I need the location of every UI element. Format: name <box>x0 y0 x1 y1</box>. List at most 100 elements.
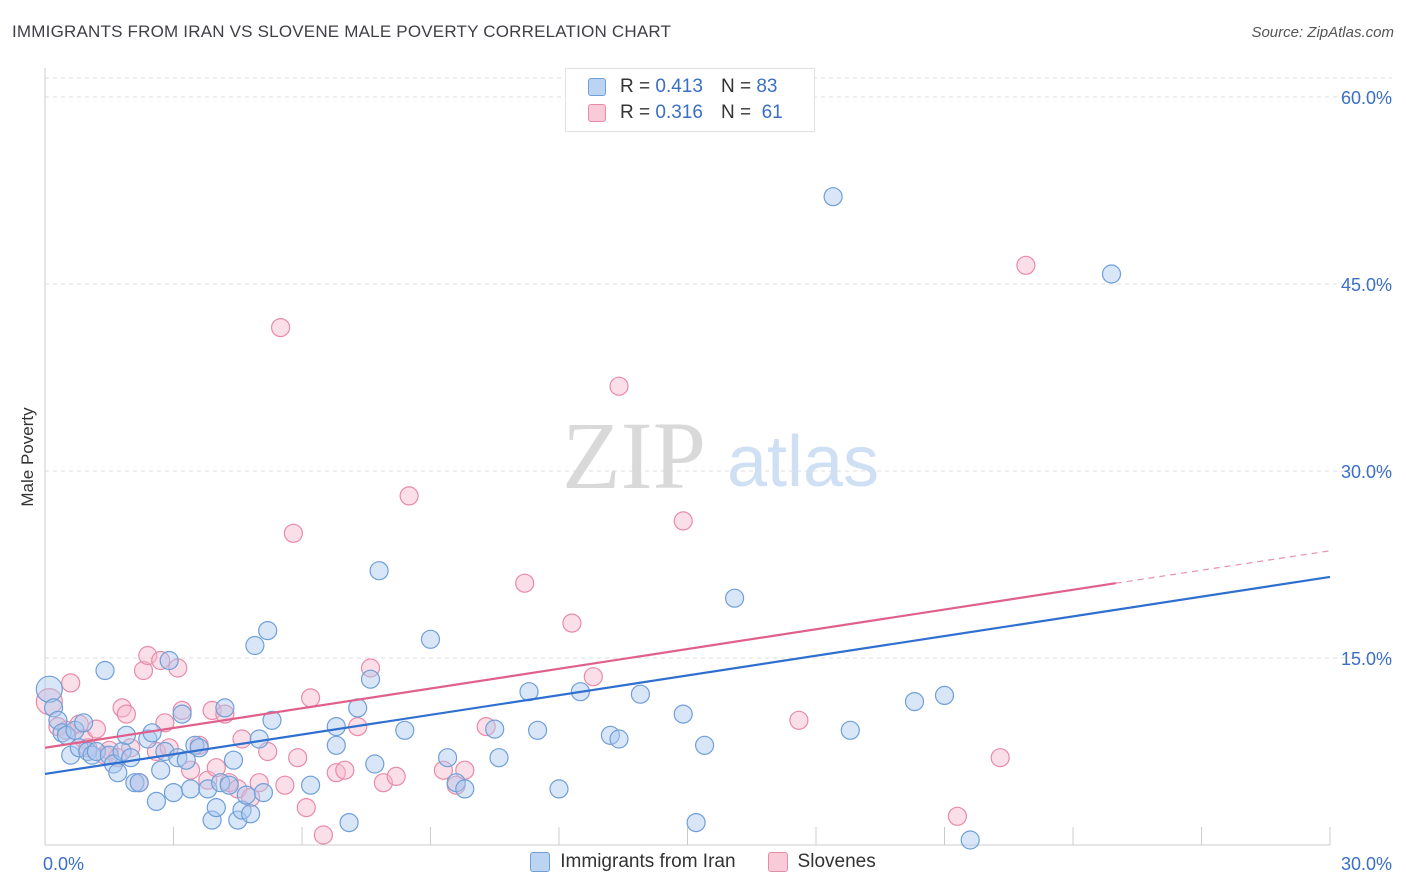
iran-point <box>438 748 458 768</box>
stats-row-slovene: R = 0.316 N = 61 <box>588 101 783 125</box>
iran-point <box>219 775 239 795</box>
slovene-point <box>301 688 321 708</box>
iran-point <box>43 698 64 718</box>
iran-point <box>129 773 149 793</box>
slovene-point <box>283 523 303 543</box>
slovene-r-label: R = <box>620 102 651 123</box>
source-credit: Source: ZipAtlas.com <box>1251 24 1394 41</box>
iran-point <box>686 812 706 833</box>
legend-slovene-swatch <box>767 852 788 872</box>
slovene-point <box>360 658 381 678</box>
iran-point <box>823 187 843 207</box>
slovene-n-value: 61 <box>761 102 783 123</box>
slovene-point <box>206 758 226 778</box>
y-tick-label: 15.0% <box>1341 649 1392 669</box>
iran-point <box>215 698 235 718</box>
iran-point <box>249 729 269 749</box>
iran-point <box>125 773 145 793</box>
iran-point <box>527 720 548 740</box>
iran-point <box>840 720 860 740</box>
legend-iran-label: Immigrants from Iran <box>560 851 736 872</box>
iran-point <box>151 760 171 780</box>
iran-point <box>262 710 282 730</box>
iran-point <box>724 588 745 608</box>
iran-n-label: N = <box>720 76 752 97</box>
iran-point <box>189 738 209 758</box>
legend-slovene-label: Slovenes <box>797 851 876 872</box>
iran-point <box>489 748 509 768</box>
iran-point <box>369 561 389 581</box>
x-tick-label-min: 0.0% <box>43 854 84 874</box>
iran-point <box>339 812 359 833</box>
slovene-point <box>288 748 308 768</box>
iran-point <box>301 775 321 795</box>
slovene-trend-line <box>44 582 1117 749</box>
iran-trend-line <box>44 575 1331 776</box>
iran-point <box>904 691 925 712</box>
slovene-point <box>181 760 201 780</box>
y-tick-label: 30.0% <box>1341 462 1392 482</box>
iran-point <box>121 748 141 768</box>
series-legend: Immigrants from Iran Slovenes <box>0 851 1406 873</box>
iran-point <box>236 785 256 805</box>
slovene-point <box>947 806 968 826</box>
legend-item-slovene: Slovenes <box>767 851 876 873</box>
slovene-point <box>673 511 693 531</box>
legend-iran-swatch <box>530 852 551 872</box>
iran-point <box>159 650 179 671</box>
iran-point <box>258 620 278 641</box>
slovene-point <box>275 775 295 795</box>
iran-point <box>420 629 441 649</box>
y-tick-label: 45.0% <box>1341 275 1392 295</box>
slovene-point <box>271 318 291 338</box>
iran-swatch <box>588 78 606 96</box>
watermark-zip: ZIP <box>562 402 706 509</box>
slovene-point <box>155 713 175 733</box>
iran-point <box>365 754 385 774</box>
y-tick-label: 60.0% <box>1341 88 1392 108</box>
iran-point <box>395 720 415 740</box>
axes <box>44 68 1331 846</box>
iran-point <box>206 797 226 818</box>
slovene-point <box>433 760 453 780</box>
iran-point <box>609 729 629 749</box>
iran-point <box>223 750 244 770</box>
iran-point <box>95 660 115 681</box>
iran-point <box>202 810 222 830</box>
trend-lines <box>44 550 1331 776</box>
stats-legend: R = 0.413 N = 83 R = 0.316 N = 61 <box>565 68 815 132</box>
iran-point <box>934 685 955 706</box>
iran-point <box>163 782 184 803</box>
slovene-point <box>313 825 333 845</box>
slovene-point <box>335 760 355 780</box>
tick-labels: 15.0% 30.0% 45.0% 60.0% 0.0% 30.0% <box>43 88 1392 874</box>
slovene-point <box>515 573 535 593</box>
iran-point <box>549 779 569 799</box>
iran-point <box>108 763 128 783</box>
iran-point <box>694 735 715 755</box>
iran-n-value: 83 <box>756 76 778 97</box>
slovene-point <box>116 704 137 724</box>
slovene-point <box>789 710 809 730</box>
iran-point <box>326 735 346 755</box>
slovene-point <box>1016 255 1036 275</box>
slovene-point <box>296 797 316 818</box>
chart-title: IMMIGRANTS FROM IRAN VS SLOVENE MALE POV… <box>12 22 672 41</box>
slovene-point <box>609 376 629 396</box>
stats-row-iran: R = 0.413 N = 83 <box>588 75 777 99</box>
iran-point <box>455 779 475 799</box>
legend-item-iran: Immigrants from Iran <box>530 851 736 873</box>
slovenes-points <box>35 255 1036 845</box>
iran-points <box>35 187 1122 850</box>
slovene-point <box>386 766 406 787</box>
slovene-point <box>61 673 81 693</box>
slovene-point <box>399 486 419 506</box>
iran-point <box>146 791 166 812</box>
iran-point <box>181 779 201 799</box>
grid-lines <box>45 77 1392 659</box>
iran-point <box>1101 264 1122 284</box>
slovene-point <box>562 613 582 633</box>
iran-point <box>673 704 693 724</box>
slovene-r-value: 0.316 <box>655 102 703 123</box>
